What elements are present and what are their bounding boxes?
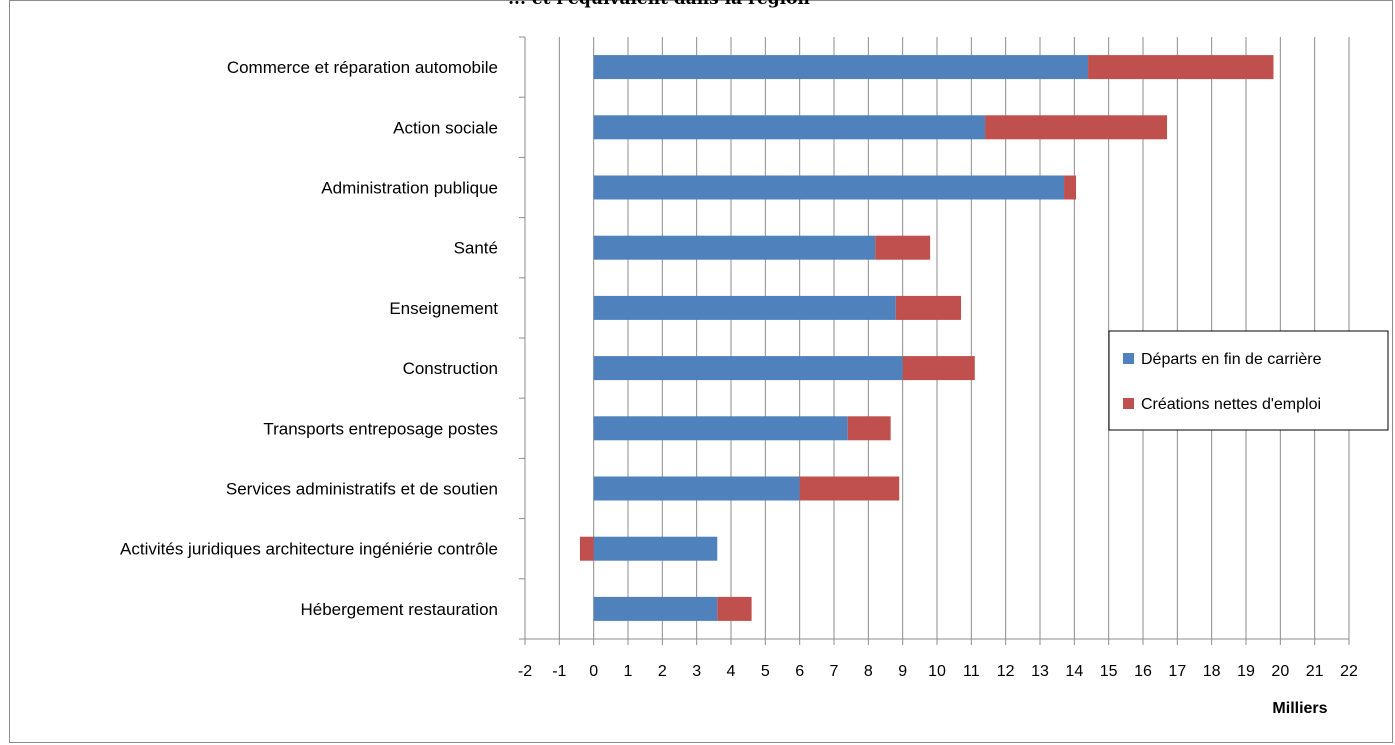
- category-label: Construction: [403, 359, 498, 378]
- category-label: Services administratifs et de soutien: [226, 480, 498, 499]
- bar-segment: [985, 115, 1168, 140]
- legend-swatch-creations: [1123, 398, 1134, 409]
- bar-segment: [593, 476, 800, 501]
- x-tick-label: 16: [1134, 663, 1152, 680]
- x-tick-label: 22: [1340, 663, 1358, 680]
- category-label: Hébergement restauration: [300, 600, 498, 619]
- x-tick-label: 2: [658, 663, 667, 680]
- bar-segment: [593, 295, 896, 320]
- bar-segment: [895, 295, 962, 320]
- legend-label-departs: Départs en fin de carrière: [1141, 351, 1322, 368]
- chart-title: ... et l'équivalent dans la région: [0, 0, 1318, 9]
- x-tick-label: 4: [727, 663, 736, 680]
- x-tick-label: 11: [963, 663, 980, 680]
- category-label: Commerce et réparation automobile: [227, 58, 498, 77]
- category-label: Enseignement: [389, 299, 498, 318]
- bar-segment: [799, 476, 900, 501]
- x-axis-label: Milliers: [1272, 700, 1327, 717]
- bar-segment: [593, 416, 848, 441]
- bar-segment: [847, 416, 891, 441]
- x-tick-label: 12: [997, 663, 1015, 680]
- x-tick-label: 20: [1271, 663, 1289, 680]
- bar-segment: [717, 596, 752, 621]
- bar-segment: [593, 55, 1089, 80]
- legend-swatch-departs: [1123, 353, 1134, 364]
- bar-segment: [902, 356, 975, 381]
- bar-segment: [593, 175, 1065, 200]
- x-tick-label: 6: [795, 663, 804, 680]
- legend: Départs en fin de carrière Créations net…: [1108, 330, 1389, 431]
- x-tick-label: 21: [1306, 663, 1324, 680]
- x-tick-label: 1: [624, 663, 633, 680]
- bar-segment: [1064, 175, 1077, 200]
- category-label: Santé: [454, 239, 498, 258]
- x-tick-label: 19: [1237, 663, 1255, 680]
- bar-segment: [593, 115, 986, 140]
- category-label: Transports entreposage postes: [263, 419, 498, 438]
- x-tick-label: -2: [518, 663, 532, 680]
- bar-segment: [1088, 55, 1274, 80]
- bar-segment: [579, 536, 594, 561]
- legend-label-creations: Créations nettes d'emploi: [1141, 396, 1321, 413]
- legend-box: [1108, 330, 1389, 431]
- x-tick-label: 3: [692, 663, 701, 680]
- x-tick-label: 17: [1168, 663, 1186, 680]
- bar-segment: [593, 235, 876, 260]
- category-label: Action sociale: [393, 118, 498, 137]
- bars: [579, 55, 1274, 621]
- bar-segment: [593, 596, 718, 621]
- bar-segment: [593, 536, 718, 561]
- x-tick-label: 8: [864, 663, 873, 680]
- x-tick-label: 14: [1065, 663, 1083, 680]
- x-tick-label: 10: [928, 663, 946, 680]
- bar-segment: [875, 235, 931, 260]
- x-tick-label: 0: [589, 663, 598, 680]
- category-labels: Commerce et réparation automobile Action …: [120, 58, 498, 619]
- x-tick-label: 15: [1100, 663, 1118, 680]
- x-tick-label: 18: [1203, 663, 1221, 680]
- category-label: Activités juridiques architecture ingéni…: [120, 540, 498, 559]
- axes: -2 -1 0 1 2 3 4 5 6 7 8 9 10 11 12 13 14 15 16 17 18 19 20 21 22: [518, 36, 1358, 680]
- x-tick-label: 5: [761, 663, 770, 680]
- category-label: Administration publique: [321, 179, 498, 198]
- x-tick-label: -1: [552, 663, 566, 680]
- x-tick-label: 7: [830, 663, 839, 680]
- x-tick-label: 13: [1031, 663, 1049, 680]
- x-tick-label: 9: [898, 663, 907, 680]
- bar-segment: [593, 356, 903, 381]
